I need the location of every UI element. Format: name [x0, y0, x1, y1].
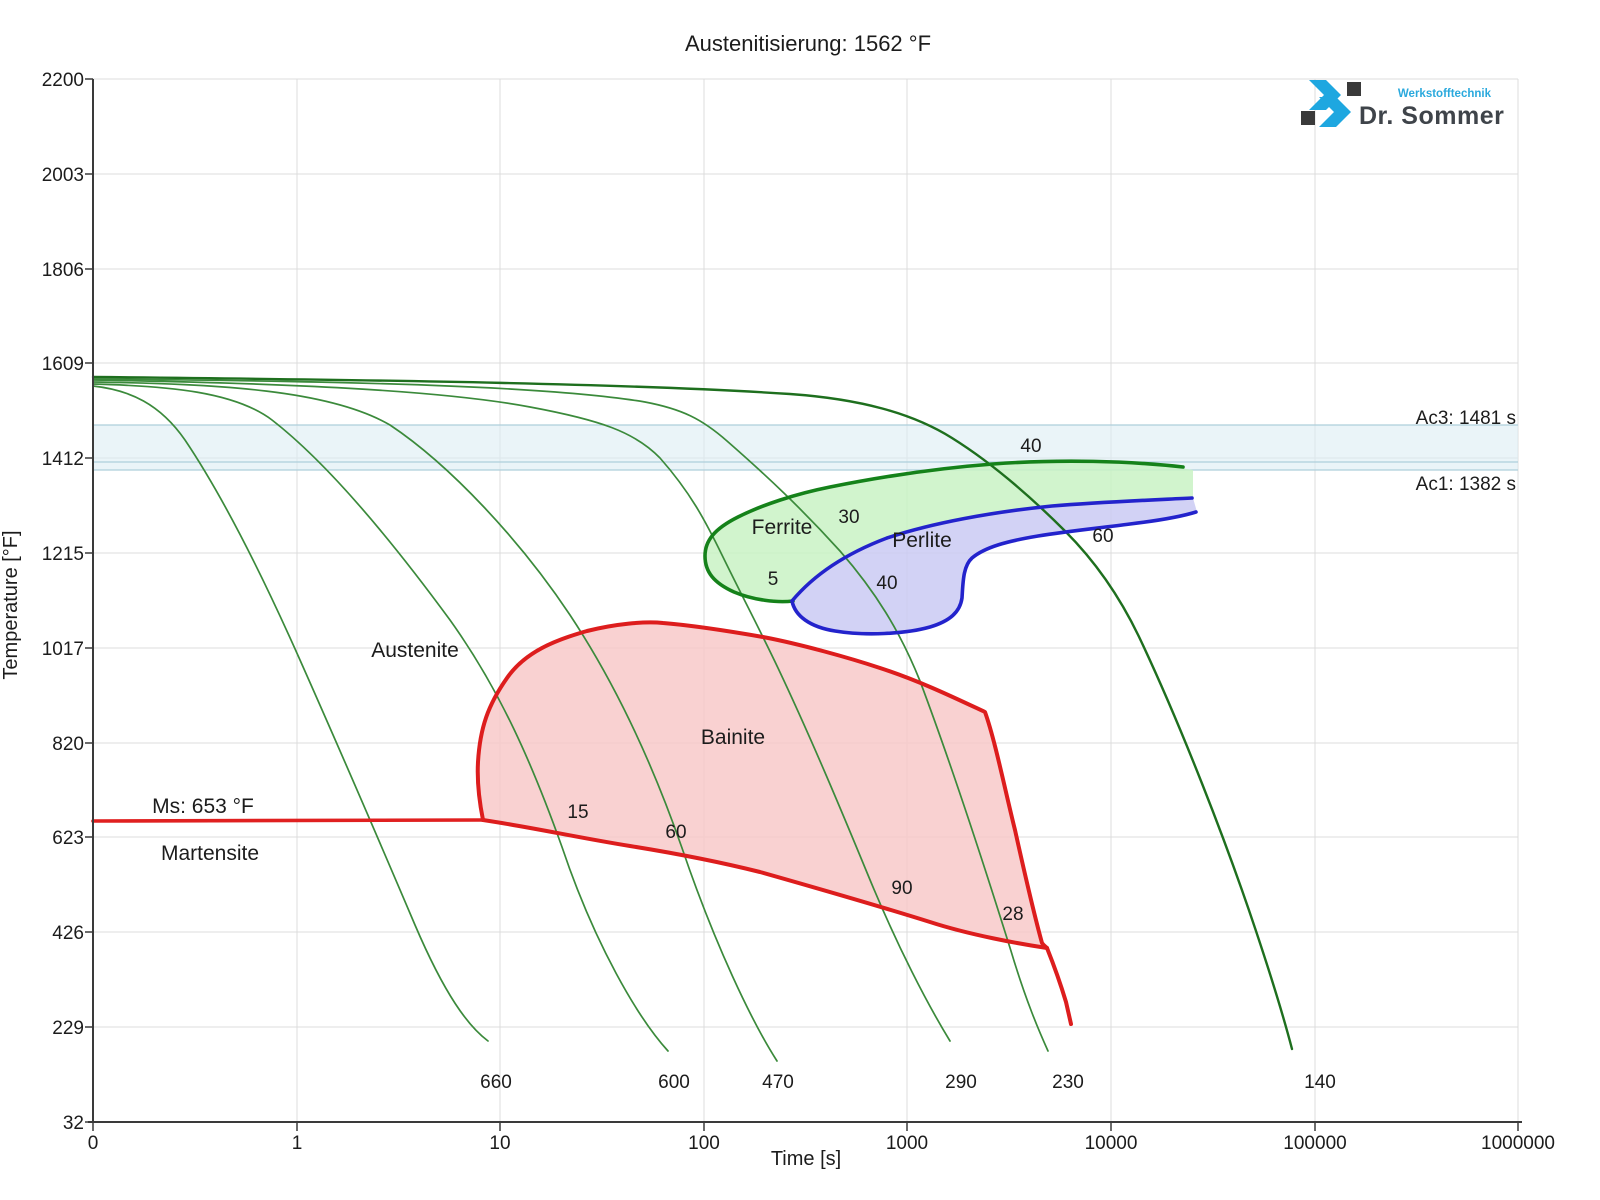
logo-square-top-icon — [1347, 82, 1361, 96]
cooling-curve-1 — [92, 385, 489, 1042]
y-tick-1215: 1215 — [42, 544, 84, 565]
hardness-470: 470 — [762, 1072, 794, 1093]
x-tick-10000: 10000 — [1085, 1133, 1138, 1154]
x-tick-1: 1 — [292, 1133, 303, 1154]
ac1-label: Ac1: 1382 s — [1416, 474, 1516, 495]
bainite-boundary-bottom — [481, 818, 1049, 950]
y-tick-820: 820 — [52, 734, 84, 755]
chart-title: Austenitisierung: 1562 °F — [685, 31, 931, 56]
cooling-curves — [91, 375, 1294, 1062]
ferrite-region — [705, 461, 1193, 602]
x-axis-label: Time [s] — [771, 1148, 841, 1170]
bainite-region — [477, 622, 1047, 948]
martensite-label: Martensite — [161, 842, 259, 865]
cooling-curve-3 — [92, 381, 778, 1062]
x-tick-100000: 100000 — [1283, 1133, 1346, 1154]
perlite-region — [792, 498, 1197, 634]
y-tickmarks — [85, 78, 93, 1123]
x-tick-100: 100 — [688, 1133, 720, 1154]
y-tick-1017: 1017 — [42, 639, 84, 660]
logo-tagline: Werkstofftechnik — [1398, 88, 1492, 100]
percent-labels: 40 30 5 40 60 15 60 90 28 — [567, 436, 1113, 925]
pct-bainite-curve2: 15 — [567, 802, 588, 823]
logo-brand: Dr. Sommer — [1359, 102, 1504, 130]
hardness-600: 600 — [658, 1072, 690, 1093]
pct-ferrite-curve6: 40 — [1020, 436, 1041, 457]
perlite-boundary-top — [790, 496, 1194, 603]
x-tick-labels: 0 1 10 100 1000 10000 100000 1000000 — [88, 1133, 1555, 1154]
pct-ferrite-curve5: 30 — [838, 507, 859, 528]
y-tick-1609: 1609 — [42, 354, 84, 375]
logo: Werkstofftechnik Dr. Sommer — [1301, 80, 1504, 130]
hardness-660: 660 — [480, 1072, 512, 1093]
austenite-label: Austenite — [371, 639, 459, 662]
y-tick-623: 623 — [52, 828, 84, 849]
pct-bainite-curve5: 28 — [1002, 904, 1023, 925]
pct-perlite-curve6: 60 — [1092, 526, 1113, 547]
ms-line — [91, 818, 485, 823]
y-tick-2003: 2003 — [42, 165, 84, 186]
ac-band-fill — [93, 425, 1518, 470]
ms-label: Ms: 653 °F — [152, 795, 254, 818]
ferrite-label: Ferrite — [752, 516, 813, 539]
logo-chevron-bottom-icon — [1319, 97, 1351, 127]
y-tick-2200: 2200 — [42, 70, 84, 91]
y-tick-426: 426 — [52, 923, 84, 944]
y-tick-229: 229 — [52, 1018, 84, 1039]
ac3-label: Ac3: 1481 s — [1416, 408, 1516, 429]
pct-ferrite-curve4: 5 — [768, 569, 779, 590]
pct-bainite-curve4: 90 — [891, 878, 912, 899]
x-tick-1000000: 1000000 — [1481, 1133, 1555, 1154]
hardness-290: 290 — [945, 1072, 977, 1093]
hardness-230: 230 — [1052, 1072, 1084, 1093]
axes — [85, 78, 1522, 1131]
region-fills — [477, 461, 1197, 948]
perlite-label: Perlite — [892, 529, 952, 552]
logo-square-bottom-icon — [1301, 111, 1315, 125]
y-tick-1806: 1806 — [42, 260, 84, 281]
x-tick-10: 10 — [489, 1133, 510, 1154]
x-tickmarks — [92, 1122, 1519, 1131]
phase-labels: Austenite Ferrite Perlite Bainite Marten… — [152, 408, 1516, 865]
x-tick-1000: 1000 — [886, 1133, 928, 1154]
ferrite-boundary — [703, 459, 1185, 604]
hardness-labels: 660 600 470 290 230 140 — [480, 1072, 1336, 1093]
y-axis-label: Temperature [°F] — [0, 530, 22, 679]
cooling-curve-2 — [92, 383, 669, 1052]
pct-bainite-curve3: 60 — [665, 822, 686, 843]
y-tick-32: 32 — [63, 1113, 84, 1134]
pct-perlite-curve5: 40 — [876, 573, 897, 594]
y-tick-1412: 1412 — [42, 449, 84, 470]
ac1-ac3-band — [93, 424, 1518, 471]
cooling-curve-4 — [92, 379, 951, 1042]
bainite-boundary — [475, 620, 1073, 1026]
region-outlines — [91, 459, 1198, 1026]
hardness-140: 140 — [1304, 1072, 1336, 1093]
x-tick-0: 0 — [88, 1133, 99, 1154]
cooling-curve-5 — [92, 378, 1049, 1052]
cooling-curve-6 — [91, 375, 1294, 1051]
perlite-boundary-bottom — [790, 510, 1198, 636]
y-tick-labels: 2200 2003 1806 1609 1412 1215 1017 820 6… — [42, 70, 84, 1134]
bainite-label: Bainite — [701, 726, 765, 749]
